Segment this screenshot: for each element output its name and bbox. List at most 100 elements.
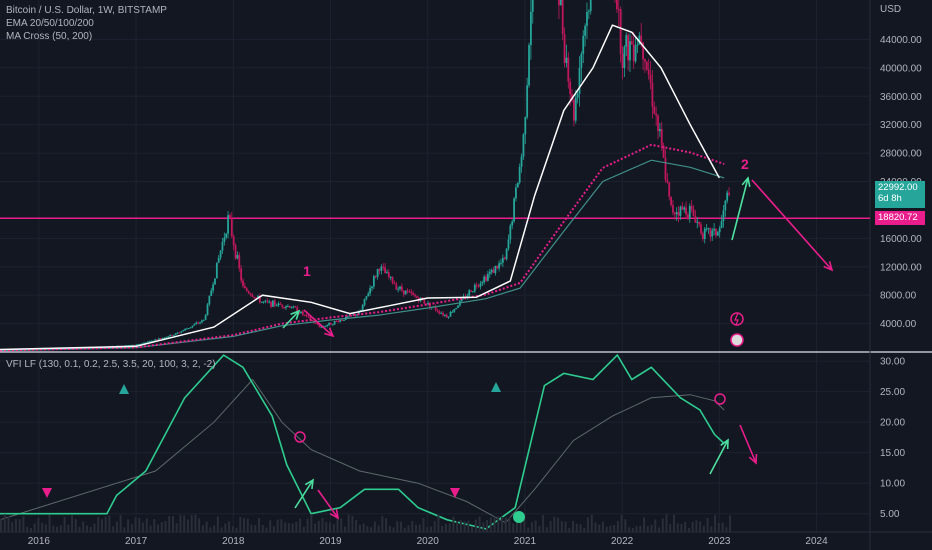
vfi-histogram-bar (699, 521, 702, 532)
candle-body (178, 332, 181, 334)
vfi-histogram-bar (426, 527, 429, 532)
candle-body (503, 257, 506, 260)
candle-body (391, 276, 394, 283)
candle-body (266, 300, 269, 302)
vfi-line (0, 353, 725, 530)
candle-body (584, 25, 587, 36)
candle-body (481, 282, 484, 284)
candle-body (513, 198, 515, 222)
candle-body (621, 53, 624, 69)
candle-body (567, 57, 570, 82)
vfi-histogram-bar (493, 516, 496, 532)
candle-body (589, 0, 592, 12)
vfi-histogram-bar (557, 517, 560, 532)
candle-body (642, 42, 644, 60)
candle-body (520, 156, 523, 167)
candle-body (427, 303, 429, 305)
candles-group (0, 0, 730, 352)
vfi-histogram-bar (52, 525, 55, 532)
vfi-title[interactable]: VFI LF (130, 0.1, 0.2, 2.5, 3.5, 20, 100… (6, 359, 216, 370)
vfi-histogram-bar (336, 516, 339, 532)
candle-body (438, 311, 441, 314)
candle-body (326, 325, 329, 327)
candle-body (223, 237, 226, 242)
candle-body (165, 336, 168, 338)
vfi-histogram-bar (579, 524, 582, 532)
vfi-histogram-bar (706, 517, 709, 532)
time-tick-label: 2018 (222, 536, 245, 547)
vfi-histogram-bar (209, 527, 212, 532)
candle-body (240, 268, 243, 281)
annotation-2: 2 (741, 156, 749, 172)
candle-body (492, 269, 495, 274)
candle-body (204, 315, 207, 320)
bull-arrow-1 (282, 310, 300, 329)
candle-body (713, 228, 715, 231)
vfi-histogram-bar (160, 522, 163, 532)
candle-body (451, 311, 454, 313)
vfi-histogram-bar (403, 527, 406, 532)
candle-body (255, 297, 258, 299)
candle-body (496, 265, 499, 269)
candle-body (369, 288, 372, 294)
candle-body (232, 236, 235, 246)
candle-body (569, 81, 572, 95)
candle-body (408, 291, 411, 293)
bar-countdown: 6d 8h (878, 193, 902, 204)
vfi-histogram-bar (190, 515, 193, 532)
ema-legend[interactable]: EMA 20/50/100/200 (6, 18, 94, 29)
vfi-histogram-bar (687, 527, 690, 532)
candle-body (260, 301, 263, 303)
vfi-histogram-bar (583, 527, 586, 532)
candle-body (645, 61, 648, 70)
sell-signal-marker (450, 488, 460, 498)
vfi-histogram-bar (201, 525, 204, 532)
symbol-title[interactable]: Bitcoin / U.S. Dollar, 1W, BITSTAMP (6, 5, 167, 16)
vfi-histogram-bar (235, 527, 238, 532)
vfi-histogram-bar (269, 520, 272, 532)
candle-body (380, 266, 383, 271)
candle-body (257, 295, 259, 298)
vfi-histogram-bar (44, 524, 47, 532)
bear-arrow-2-head (823, 261, 834, 272)
candle-body (212, 284, 215, 291)
candle-body (270, 301, 272, 307)
vfi-histogram-bar (115, 521, 118, 532)
candle-body (148, 341, 151, 343)
candle-body (219, 250, 222, 258)
candle-body (724, 200, 727, 211)
vfi-histogram-bar (568, 527, 571, 532)
ma-cross-legend[interactable]: MA Cross (50, 200) (6, 31, 93, 42)
candle-body (526, 85, 529, 118)
vfi-histogram-bar (145, 518, 148, 532)
candle-body (309, 316, 312, 321)
vfi-signal-line (0, 378, 725, 524)
candle-body (341, 319, 343, 321)
candle-body (685, 207, 687, 215)
candle-body (331, 324, 334, 326)
candle-body (243, 286, 246, 289)
vfi-histogram-bar (437, 514, 440, 532)
candle-body (559, 0, 562, 6)
candle-body (324, 326, 327, 328)
vfi-histogram-bar (714, 515, 717, 532)
vfi-histogram-bar (519, 516, 522, 532)
candle-body (455, 307, 458, 310)
candle-body (690, 205, 693, 210)
vfi-histogram-bar (11, 522, 14, 532)
vfi-histogram-bar (388, 525, 391, 532)
vfi-histogram-bar (471, 526, 474, 532)
candle-body (225, 233, 228, 238)
vfi-histogram-bar (624, 519, 627, 532)
candle-body (412, 293, 415, 295)
candle-body (726, 192, 729, 201)
candle-body (634, 45, 637, 62)
candle-body (507, 239, 510, 249)
vfi-histogram-bar (508, 517, 511, 532)
vfi-histogram-bar (239, 516, 242, 532)
candle-body (410, 291, 413, 294)
last-price-tag: 22992.00 6d 8h (875, 181, 925, 208)
vfi-histogram-bar (3, 514, 6, 532)
